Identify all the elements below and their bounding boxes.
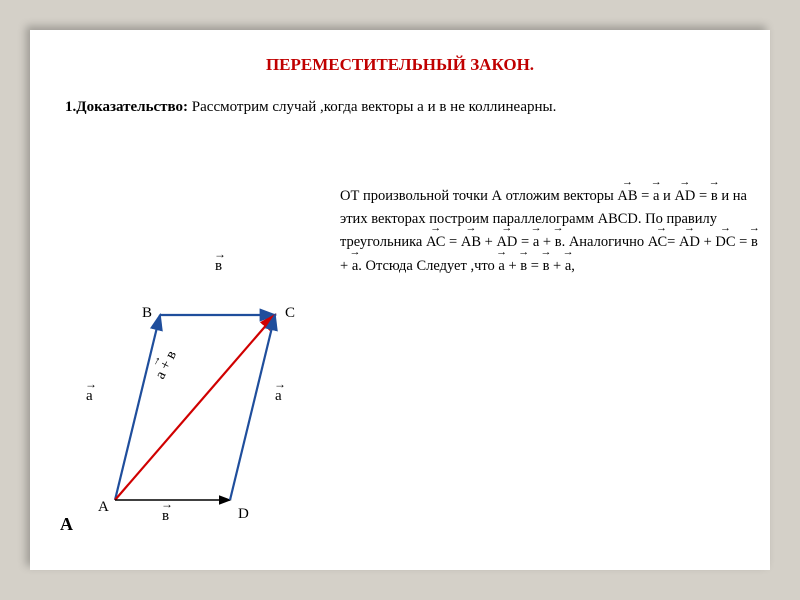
svg-text:→: → bbox=[274, 377, 286, 391]
slide-page: ПЕРЕМЕСТИТЕЛЬНЫЙ ЗАКОН. 1.Доказательство… bbox=[30, 30, 770, 570]
proof-label: 1.Доказательство: bbox=[65, 99, 188, 115]
svg-text:D: D bbox=[238, 506, 249, 522]
svg-text:→: → bbox=[214, 247, 226, 261]
proof-intro: 1.Доказательство: Рассмотрим случай ,ког… bbox=[65, 97, 735, 118]
diagram-svg: АВСDа→в→а→в→а + в→А bbox=[50, 230, 330, 550]
svg-text:А: А bbox=[60, 514, 73, 534]
svg-text:А: А bbox=[98, 499, 109, 515]
parallelogram-diagram: АВСDа→в→а→в→а + в→А bbox=[50, 230, 330, 530]
svg-text:В: В bbox=[142, 305, 152, 321]
proof-text: Рассмотрим случай ,когда векторы а и в н… bbox=[188, 99, 556, 115]
svg-text:С: С bbox=[285, 305, 295, 321]
svg-text:→: → bbox=[85, 377, 97, 391]
svg-text:→: → bbox=[161, 497, 173, 511]
slide-title: ПЕРЕМЕСТИТЕЛЬНЫЙ ЗАКОН. bbox=[65, 55, 735, 75]
proof-body: ОТ произвольной точки А отложим векторы … bbox=[340, 185, 760, 278]
